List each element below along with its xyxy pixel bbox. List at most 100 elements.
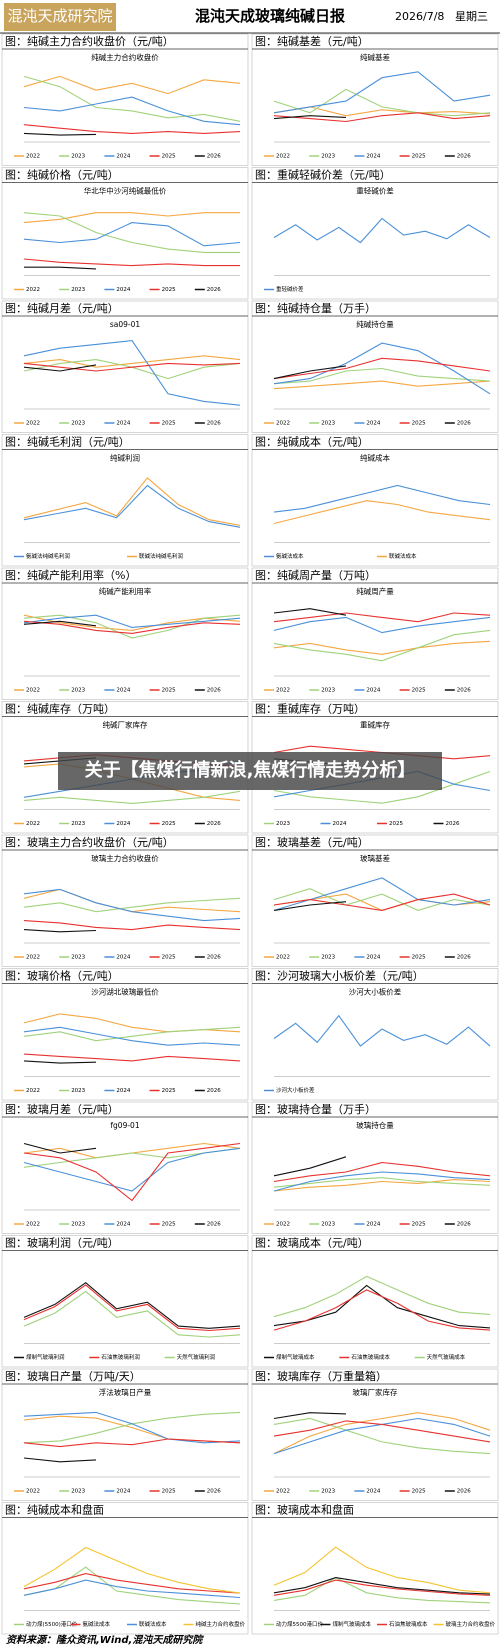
legend-label: 2023 [276,821,290,827]
legend-label: 2024 [116,287,130,293]
chart-title: 纯碱厂家库存 [103,720,148,730]
legend-label: 2026 [457,688,471,694]
series-line [23,620,241,634]
legend-label: 氨碱法成本 [276,552,304,560]
chart-title: 纯碱利润 [110,453,140,463]
series-line [273,112,491,123]
legend-label: 沙河大小板价差 [276,1086,315,1094]
series-line [23,75,241,122]
series-line [273,1412,491,1455]
series-line [23,614,241,628]
chart-title: 纯碱基差 [360,52,390,62]
series-line [23,1142,241,1202]
series-line [23,1060,97,1064]
panel-frame [251,834,499,967]
legend-label: 2023 [321,421,335,427]
legend-label: 2025 [162,688,176,694]
panel-frame [1,567,249,700]
series-line [23,1147,241,1192]
legend-label: 2023 [71,1489,85,1495]
section-title: 图：玻璃利润（元/吨） [5,1236,119,1250]
legend-label: 2025 [162,821,176,827]
legend-label: 2025 [412,1489,426,1495]
panel-frame [251,1235,499,1368]
section-title: 图：纯碱成本和盘面 [5,1503,104,1517]
series-line [23,888,241,922]
section-title: 图：玻璃成本和盘面 [255,1503,354,1517]
legend-label: 2026 [446,821,460,827]
section-title: 图：纯碱周产量（万吨） [255,568,376,582]
section-title: 图：纯碱毛利润（元/吨） [5,435,130,449]
series-line [273,640,491,655]
series-line [23,1290,241,1338]
section-title: 图：玻璃基差（元/吨） [255,835,369,849]
series-line [23,1026,241,1046]
legend-label: 2025 [162,1489,176,1495]
series-line [23,75,241,95]
legend-label: 2022 [26,821,40,827]
panel-frame [1,1502,249,1635]
series-line [23,1546,241,1594]
series-line [273,612,491,623]
section-title: 图：玻璃月差（元/吨） [5,1102,119,1116]
series-line [273,1417,491,1455]
section-title: 图：纯碱基差（元/吨） [255,34,369,48]
legend-label: 2023 [321,1489,335,1495]
section-title: 图：玻璃成本（元/吨） [255,1236,369,1250]
legend-label: 2024 [366,688,380,694]
series-line [23,620,97,627]
legend-label: 2022 [26,1088,40,1094]
panel-frame [251,567,499,700]
section-title: 图：纯碱产能利用率（%） [5,568,136,582]
legend-label: 联碱法成本 [139,1620,167,1628]
panel-frame [251,968,499,1101]
series-line [273,888,491,911]
legend-label: 2024 [366,154,380,160]
legend-label: 2022 [276,421,290,427]
series-line [23,1282,241,1329]
legend-label: 2023 [71,688,85,694]
series-line [23,1142,97,1154]
section-title: 图：沙河玻璃大小板价差（元/吨） [255,969,424,983]
legend-label: 2025 [412,154,426,160]
legend-label: 2022 [276,688,290,694]
chart-title: 玻璃主力合约收盘价 [91,853,159,863]
legend-label: 2025 [162,154,176,160]
series-line [23,212,240,224]
series-line [23,920,241,931]
series-line [273,484,491,513]
legend-label: 2025 [162,1088,176,1094]
series-line [23,1142,241,1159]
legend-label: 2023 [71,421,85,427]
legend-label: 2024 [366,421,380,427]
series-line [273,893,491,911]
legend-label: 2026 [207,1088,221,1094]
legend-label: 纯碱主力合约收盘价 [196,1620,246,1628]
section-title: 图：玻璃库存（万重量箱） [255,1369,387,1383]
report-date: 2026/7/8 [395,10,444,23]
section-title: 图：玻璃主力合约收盘价（元/吨） [5,835,174,849]
series-line [23,364,97,372]
legend-label: 2025 [162,287,176,293]
legend-label: 2026 [207,154,221,160]
section-title: 图：重碱轻碱价差（元/吨） [255,168,391,182]
series-line [273,1161,491,1183]
legend-label: 动力煤5500港口价 [276,1620,323,1628]
legend-label: 煤制气玻璃成本 [276,1353,315,1361]
series-line [273,1546,491,1594]
logo: 混沌天成研究院 [7,7,112,25]
section-title: 图：纯碱价格（元/吨） [5,168,119,182]
series-line [273,1156,347,1177]
panel-frame [1,834,249,967]
panel-frame [1,434,249,567]
series-line [273,1171,491,1192]
series-line [273,1579,491,1596]
legend-label: 2022 [276,955,290,961]
legend-label: 2023 [321,154,335,160]
legend-label: 2023 [71,1088,85,1094]
panel-frame [251,1502,499,1635]
series-line [273,367,491,385]
series-line [23,929,97,933]
chart-title: 玻璃持仓量 [356,1120,394,1130]
